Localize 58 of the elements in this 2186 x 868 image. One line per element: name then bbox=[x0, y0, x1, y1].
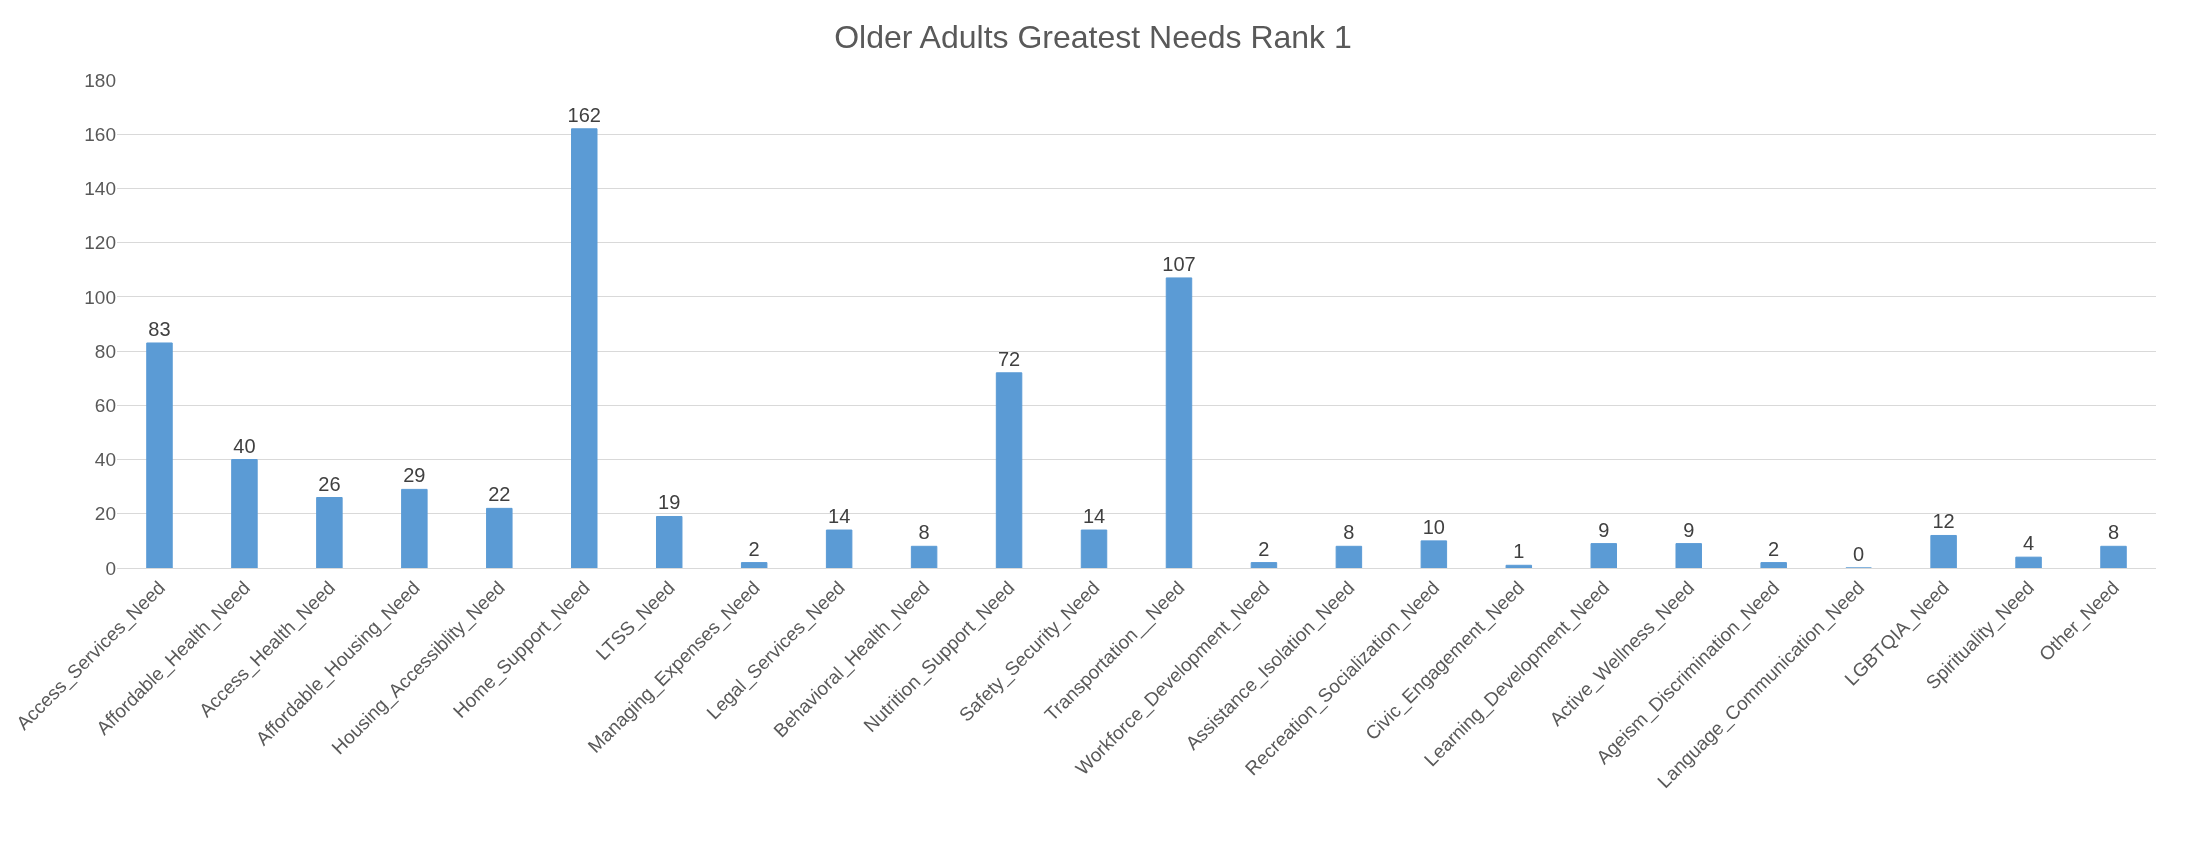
bar bbox=[1080, 529, 1108, 568]
bar bbox=[1505, 564, 1533, 568]
y-tick-label: 160 bbox=[84, 123, 116, 145]
data-label: 2 bbox=[748, 537, 760, 560]
data-label: 1 bbox=[1513, 540, 1525, 563]
bar bbox=[825, 529, 853, 568]
y-tick-label: 20 bbox=[94, 503, 116, 525]
y-tick-label: 80 bbox=[94, 340, 116, 362]
y-tick-label: 40 bbox=[94, 449, 116, 471]
data-label: 14 bbox=[1082, 505, 1106, 528]
bar bbox=[2015, 556, 2042, 568]
data-label: 4 bbox=[2023, 532, 2035, 555]
data-label: 2 bbox=[1768, 537, 1780, 560]
data-label: 2 bbox=[1258, 537, 1270, 560]
bar bbox=[1420, 540, 1448, 568]
bar bbox=[910, 545, 938, 568]
data-label: 22 bbox=[488, 483, 511, 506]
bar bbox=[401, 488, 428, 568]
bar bbox=[2100, 545, 2127, 568]
data-label: 14 bbox=[828, 505, 851, 528]
data-label: 72 bbox=[997, 347, 1021, 370]
data-label: 8 bbox=[2107, 521, 2120, 544]
data-label: 83 bbox=[148, 317, 171, 340]
bar bbox=[1760, 562, 1787, 568]
bar bbox=[1675, 543, 1702, 568]
data-label: 12 bbox=[1932, 510, 1955, 533]
bar bbox=[316, 497, 343, 568]
bar bbox=[1590, 543, 1618, 568]
bar bbox=[1250, 562, 1278, 568]
y-tick-label: 60 bbox=[94, 394, 116, 416]
bar bbox=[740, 562, 768, 568]
bar bbox=[146, 342, 173, 568]
y-tick-label: 140 bbox=[84, 178, 116, 200]
y-tick-label: 180 bbox=[84, 69, 116, 91]
data-label: 40 bbox=[233, 434, 256, 457]
bar bbox=[995, 372, 1023, 568]
y-tick-label: 100 bbox=[84, 286, 116, 308]
bar bbox=[571, 128, 598, 568]
data-label: 19 bbox=[658, 491, 681, 514]
data-label: 26 bbox=[318, 472, 341, 495]
data-label: 29 bbox=[403, 464, 426, 487]
bar bbox=[1335, 545, 1363, 568]
bar bbox=[1930, 534, 1957, 568]
y-tick-label: 0 bbox=[105, 557, 116, 579]
data-label: 0 bbox=[1853, 543, 1865, 565]
data-label: 8 bbox=[1343, 521, 1355, 544]
data-label: 162 bbox=[567, 103, 601, 126]
data-label: 107 bbox=[1162, 252, 1196, 275]
data-label: 9 bbox=[1598, 518, 1610, 541]
chart-title: Older Adults Greatest Needs Rank 1 bbox=[834, 19, 1352, 56]
bar bbox=[486, 507, 513, 568]
bar bbox=[1165, 277, 1193, 568]
bar bbox=[231, 459, 258, 568]
data-label: 9 bbox=[1683, 518, 1695, 541]
data-label: 10 bbox=[1422, 515, 1445, 538]
data-label: 8 bbox=[918, 521, 930, 544]
y-tick-label: 120 bbox=[84, 232, 116, 254]
bar bbox=[655, 515, 683, 568]
